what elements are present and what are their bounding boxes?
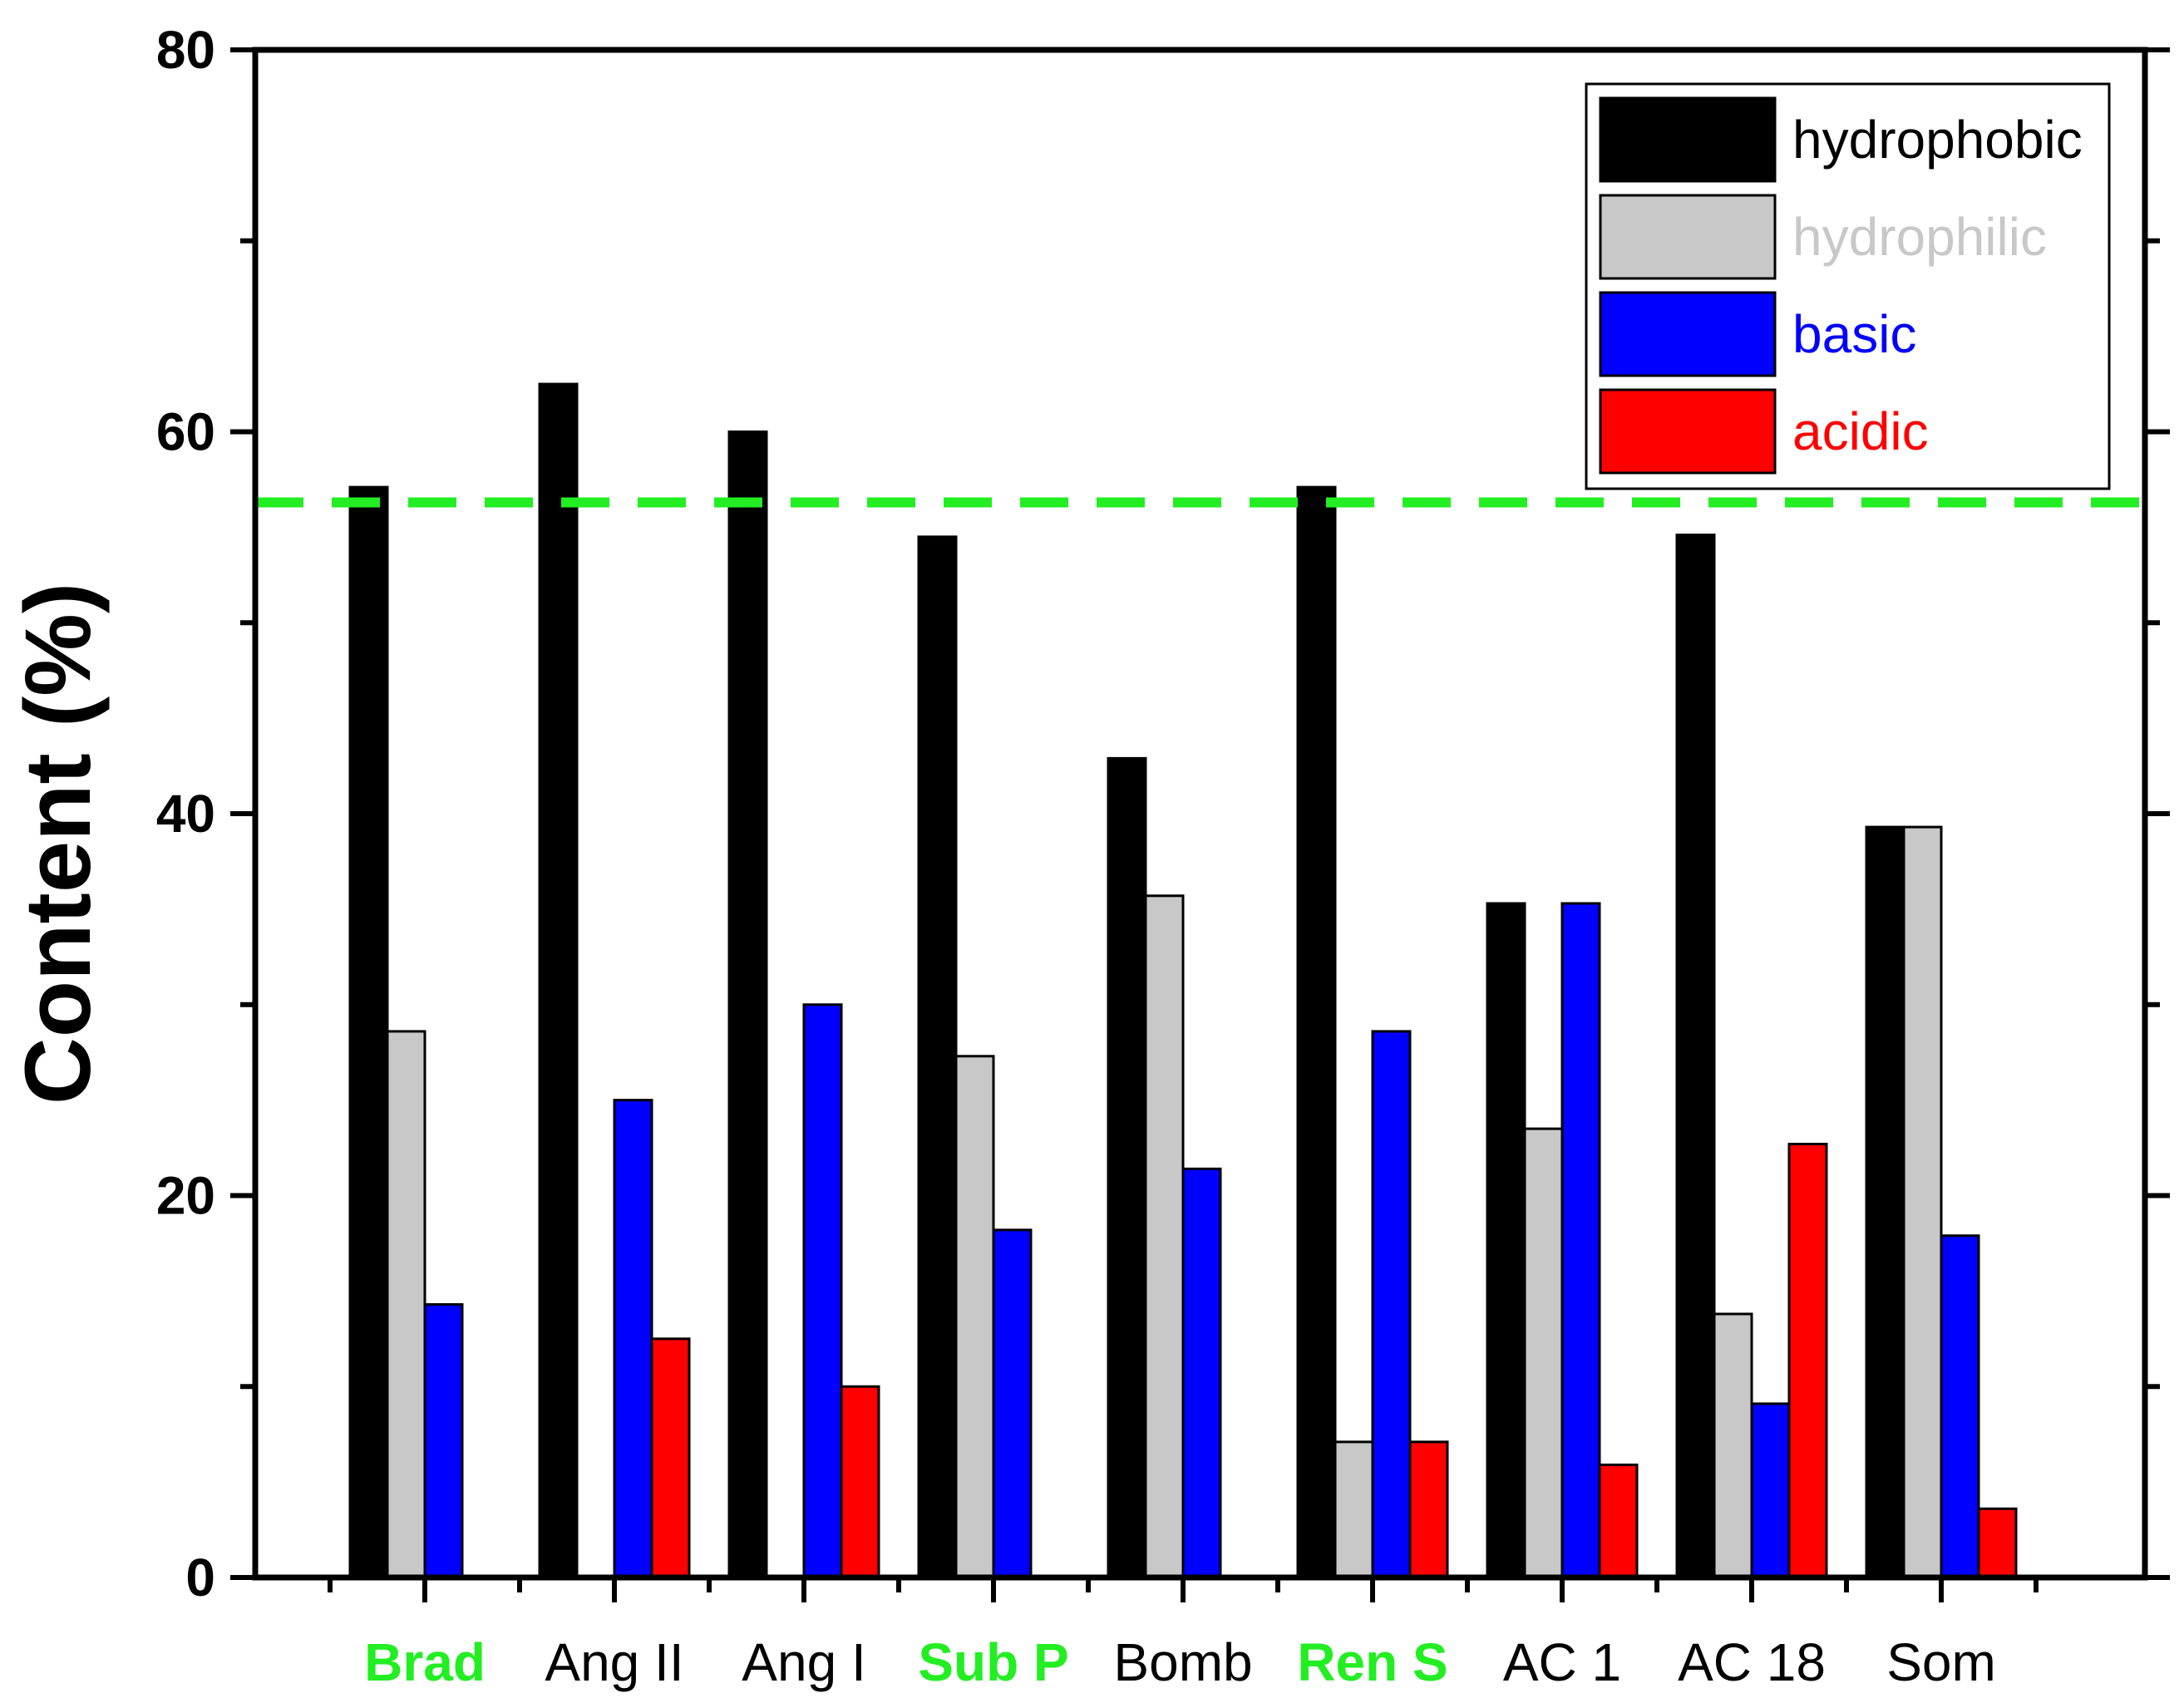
bar-acidic-ang-ii bbox=[650, 1337, 691, 1579]
bar-hydrophilic-sub-p bbox=[954, 1055, 995, 1579]
bar-basic-sub-p bbox=[992, 1228, 1033, 1579]
bar-hydrophilic-ac-18 bbox=[1713, 1312, 1753, 1579]
y-tick-label: 80 bbox=[156, 20, 215, 80]
x-tick-label: Ren S bbox=[1297, 1632, 1447, 1692]
x-tick-label: AC 1 bbox=[1503, 1632, 1621, 1692]
bar-hydrophobic-bomb bbox=[1107, 756, 1147, 1579]
legend-swatch-basic bbox=[1599, 291, 1777, 377]
bar-basic-brad bbox=[423, 1302, 464, 1579]
y-tick-label: 40 bbox=[156, 784, 215, 844]
bar-acidic-ac-1 bbox=[1598, 1463, 1639, 1579]
legend: hydrophobic hydrophilic basic acidic bbox=[1585, 82, 2111, 490]
legend-label-hydrophilic: hydrophilic bbox=[1792, 207, 2047, 267]
bar-basic-ac-1 bbox=[1560, 902, 1601, 1579]
bar-acidic-som bbox=[1977, 1507, 2018, 1579]
y-tick-label: 60 bbox=[156, 402, 215, 462]
bar-hydrophobic-som bbox=[1865, 825, 1905, 1579]
bar-basic-bomb bbox=[1181, 1167, 1222, 1579]
bar-hydrophobic-brad bbox=[348, 485, 389, 1579]
bar-hydrophilic-brad bbox=[386, 1030, 426, 1579]
bar-hydrophobic-ac-1 bbox=[1486, 902, 1526, 1579]
axis-labels: 0 20 40 60 80 Brad Ang II Ang I Sub P Bomb Ren S AC… bbox=[156, 20, 1996, 1692]
y-axis-title: Content (%) bbox=[6, 583, 110, 1105]
x-tick-label: Ang I bbox=[742, 1632, 865, 1692]
x-tick-label: Ang II bbox=[545, 1632, 683, 1692]
bar-hydrophobic-ren-s bbox=[1296, 485, 1337, 1579]
legend-label-hydrophobic: hydrophobic bbox=[1792, 110, 2083, 170]
legend-swatch-hydrophilic bbox=[1599, 194, 1777, 280]
x-tick-label: Som bbox=[1886, 1632, 1996, 1692]
legend-label-acidic: acidic bbox=[1792, 401, 1929, 461]
legend-swatch-acidic bbox=[1599, 388, 1777, 475]
bar-acidic-ren-s bbox=[1408, 1440, 1449, 1579]
bar-hydrophilic-som bbox=[1902, 825, 1943, 1579]
bar-hydrophilic-ac-1 bbox=[1523, 1127, 1564, 1579]
y-tick-label: 0 bbox=[185, 1548, 215, 1607]
bar-hydrophobic-sub-p bbox=[917, 535, 958, 1579]
bar-basic-ac-18 bbox=[1750, 1402, 1791, 1579]
x-tick-label: Brad bbox=[364, 1632, 486, 1692]
bar-basic-som bbox=[1940, 1234, 1980, 1579]
bar-hydrophobic-ang-ii bbox=[538, 382, 579, 1579]
bar-hydrophobic-ang-i bbox=[727, 431, 768, 1579]
x-tick-label: Bomb bbox=[1113, 1632, 1252, 1692]
bar-acidic-ang-i bbox=[840, 1385, 880, 1579]
bars bbox=[348, 382, 2018, 1579]
y-tick-label: 20 bbox=[156, 1166, 215, 1226]
bar-basic-ren-s bbox=[1371, 1030, 1412, 1579]
x-tick-label: Sub P bbox=[918, 1632, 1068, 1692]
bar-hydrophilic-bomb bbox=[1144, 894, 1185, 1579]
x-tick-label: AC 18 bbox=[1678, 1632, 1826, 1692]
bar-hydrophilic-ren-s bbox=[1334, 1440, 1374, 1579]
axes bbox=[230, 47, 2170, 1602]
bar-acidic-ac-18 bbox=[1787, 1142, 1828, 1579]
legend-label-basic: basic bbox=[1792, 304, 1916, 364]
bar-basic-ang-i bbox=[802, 1003, 843, 1579]
bar-hydrophobic-ac-18 bbox=[1675, 534, 1716, 1579]
legend-swatch-hydrophobic bbox=[1599, 96, 1777, 183]
bar-basic-ang-ii bbox=[613, 1099, 653, 1579]
